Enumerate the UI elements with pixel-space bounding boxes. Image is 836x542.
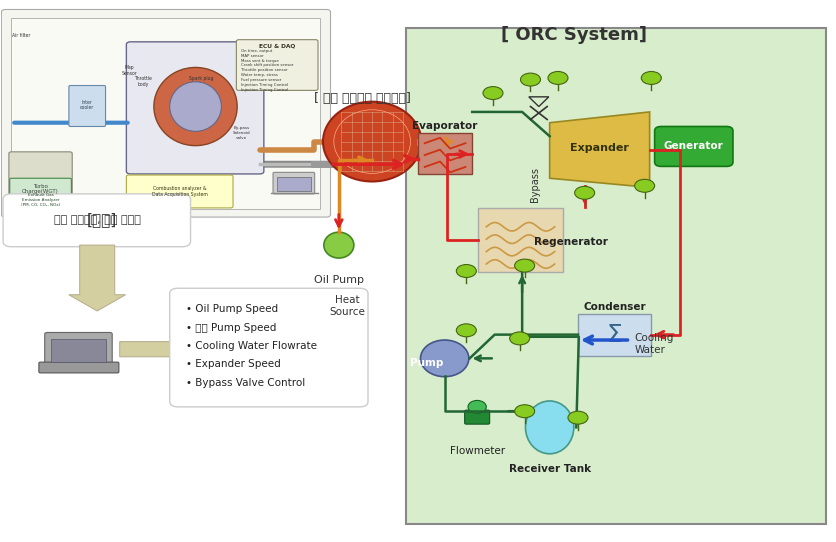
Ellipse shape [526, 401, 573, 454]
Text: • Oil Pump Speed: • Oil Pump Speed [186, 305, 278, 314]
Text: Map
Sensor: Map Sensor [122, 65, 138, 76]
Text: Flowmeter: Flowmeter [450, 446, 505, 456]
Ellipse shape [334, 110, 410, 173]
FancyArrow shape [69, 245, 125, 311]
Text: [ ORC System]: [ ORC System] [502, 25, 647, 44]
Text: • Bypass Valve Control: • Bypass Valve Control [186, 378, 306, 388]
Text: Oil Pump: Oil Pump [314, 275, 364, 285]
Polygon shape [549, 112, 650, 188]
Text: • 냉매 Pump Speed: • 냉매 Pump Speed [186, 323, 277, 333]
Text: Turbo
Charge(WGT): Turbo Charge(WGT) [23, 184, 59, 195]
Text: Crank shift position sensor: Crank shift position sensor [242, 63, 293, 67]
FancyBboxPatch shape [2, 9, 330, 217]
Circle shape [635, 179, 655, 192]
Text: Injection Timing Control: Injection Timing Control [242, 83, 288, 87]
Text: Air filter: Air filter [13, 33, 31, 37]
Text: Generator: Generator [664, 141, 724, 151]
Circle shape [641, 72, 661, 85]
Text: Bypass: Bypass [530, 167, 540, 202]
Text: Receiver Tank: Receiver Tank [508, 464, 591, 474]
Text: Throttle
body: Throttle body [134, 76, 152, 87]
FancyBboxPatch shape [69, 86, 105, 126]
Text: Heat
Source: Heat Source [329, 295, 365, 317]
Ellipse shape [421, 340, 469, 377]
Text: • Cooling Water Flowrate: • Cooling Water Flowrate [186, 341, 318, 351]
FancyBboxPatch shape [126, 175, 233, 208]
FancyBboxPatch shape [405, 28, 826, 525]
FancyBboxPatch shape [10, 178, 71, 209]
FancyBboxPatch shape [578, 314, 651, 356]
FancyBboxPatch shape [237, 40, 318, 91]
Ellipse shape [323, 102, 421, 182]
Text: Throttle position sensor: Throttle position sensor [242, 68, 288, 72]
Ellipse shape [170, 82, 222, 131]
Text: Regenerator: Regenerator [533, 237, 608, 247]
Text: Condenser: Condenser [584, 302, 646, 312]
Text: [ 엔진 배출가스 열교환기]: [ 엔진 배출가스 열교환기] [314, 92, 410, 105]
Text: [엔진]: [엔진] [86, 212, 116, 227]
Text: Injection Timing Control: Injection Timing Control [242, 88, 288, 92]
Circle shape [515, 259, 535, 272]
Ellipse shape [324, 232, 354, 258]
Text: Mass sent & torque: Mass sent & torque [242, 59, 279, 62]
FancyBboxPatch shape [465, 410, 490, 424]
Text: Σ: Σ [607, 323, 623, 347]
Text: Evaporator: Evaporator [412, 121, 477, 131]
Circle shape [568, 411, 588, 424]
Circle shape [548, 72, 568, 85]
Text: Expander: Expander [570, 143, 629, 153]
FancyBboxPatch shape [278, 177, 310, 191]
FancyBboxPatch shape [655, 126, 733, 166]
Ellipse shape [154, 67, 237, 146]
FancyBboxPatch shape [51, 339, 105, 362]
Text: 엔진 배기유량, 온도 데이터: 엔진 배기유량, 온도 데이터 [54, 215, 140, 225]
Text: Cooling
Water: Cooling Water [635, 333, 674, 354]
FancyBboxPatch shape [478, 209, 563, 272]
Ellipse shape [468, 401, 487, 414]
Text: • Expander Speed: • Expander Speed [186, 359, 281, 370]
FancyBboxPatch shape [170, 288, 368, 407]
Text: Exhaust Gas
Emission Analyzer
(PM, CO, CO₂, NOx): Exhaust Gas Emission Analyzer (PM, CO, C… [21, 193, 60, 207]
Text: Inter
cooler: Inter cooler [80, 100, 94, 111]
FancyBboxPatch shape [418, 133, 472, 174]
FancyBboxPatch shape [12, 17, 319, 209]
Text: Pump: Pump [410, 358, 443, 367]
Text: By-pass
Solenoid
valve: By-pass Solenoid valve [232, 126, 250, 140]
Text: Fuel pressure sensor: Fuel pressure sensor [242, 78, 282, 82]
Circle shape [574, 186, 594, 199]
Circle shape [521, 73, 541, 86]
FancyBboxPatch shape [273, 172, 314, 194]
Text: Combustion analyzer &
Data Acquisition System: Combustion analyzer & Data Acquisition S… [152, 186, 207, 197]
Text: MAP sensor: MAP sensor [242, 54, 264, 57]
Circle shape [456, 324, 477, 337]
FancyArrow shape [120, 338, 197, 360]
FancyBboxPatch shape [3, 194, 191, 247]
Circle shape [456, 264, 477, 278]
Text: ECU & DAQ: ECU & DAQ [259, 43, 295, 48]
Circle shape [483, 87, 503, 100]
Text: Spark plug: Spark plug [189, 76, 213, 81]
Circle shape [510, 332, 530, 345]
Circle shape [515, 405, 535, 418]
FancyBboxPatch shape [126, 42, 264, 174]
FancyBboxPatch shape [39, 362, 119, 373]
FancyBboxPatch shape [9, 152, 72, 203]
Text: On time, output: On time, output [242, 49, 273, 53]
FancyBboxPatch shape [44, 332, 112, 367]
Text: Water temp, stress: Water temp, stress [242, 73, 278, 77]
